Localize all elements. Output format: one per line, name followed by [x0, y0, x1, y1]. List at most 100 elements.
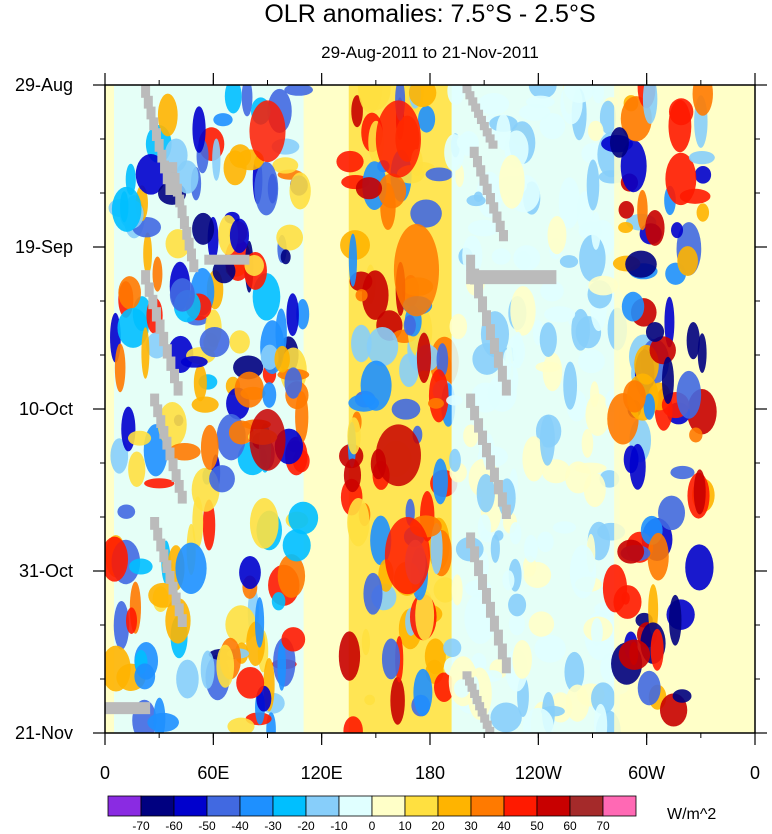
- anomaly-blob: [692, 85, 713, 116]
- missing-data-cell: [497, 365, 507, 382]
- missing-data-cell: [485, 134, 495, 143]
- colorbar-tick-label: 10: [398, 819, 412, 833]
- anomaly-blob: [277, 554, 306, 598]
- y-tick-label: 31-Oct: [19, 561, 73, 581]
- colorbar-tick-label: 30: [464, 819, 478, 833]
- anomaly-blob: [277, 640, 286, 691]
- missing-data-cell: [173, 381, 183, 396]
- missing-data-cell: [159, 331, 169, 347]
- missing-data-cell: [482, 128, 492, 137]
- anomaly-blob: [262, 382, 277, 408]
- anomaly-blob: [643, 393, 655, 420]
- missing-data-cell: [141, 85, 151, 98]
- missing-data-cell: [162, 344, 172, 359]
- missing-data-cell: [149, 117, 159, 131]
- anomaly-blob: [175, 542, 207, 594]
- anomaly-blob: [418, 105, 436, 133]
- missing-data-cell: [488, 140, 498, 149]
- missing-data-cell: [479, 174, 489, 186]
- anomaly-blob: [498, 154, 525, 209]
- anomaly-blob: [355, 289, 368, 302]
- anomaly-blob: [547, 216, 567, 255]
- y-tick-label: 10-Oct: [19, 399, 73, 419]
- anomaly-blob: [477, 93, 510, 115]
- missing-data-cell: [462, 85, 472, 94]
- anomaly-blob: [378, 173, 407, 209]
- missing-data-cell: [501, 504, 511, 519]
- anomaly-blob: [202, 499, 216, 551]
- anomaly-blob: [272, 157, 299, 174]
- anomaly-blob: [199, 326, 230, 358]
- anomaly-blob: [574, 462, 607, 474]
- anomaly-blob: [433, 577, 457, 603]
- anomaly-blob: [558, 177, 581, 229]
- anomaly-blob: [621, 591, 630, 605]
- missing-data-cell: [474, 418, 484, 433]
- anomaly-blob: [581, 428, 594, 458]
- anomaly-blob: [213, 113, 233, 127]
- missing-data-cell: [485, 601, 495, 618]
- anomaly-blob: [697, 333, 707, 373]
- anomaly-blob: [135, 153, 167, 195]
- anomaly-blob: [224, 85, 242, 114]
- colorbar-swatch: [239, 795, 274, 817]
- anomaly-blob: [528, 611, 555, 637]
- missing-data-cell: [184, 237, 194, 251]
- colorbar-swatch: [503, 795, 538, 817]
- missing-data-cell: [156, 415, 166, 428]
- x-tick-label: 120E: [301, 763, 343, 783]
- missing-data-cell: [489, 202, 499, 214]
- anomaly-blob: [609, 127, 629, 158]
- colorbar-tick-label: -70: [132, 819, 150, 833]
- missing-data-cell: [174, 603, 184, 617]
- anomaly-blob: [229, 330, 250, 354]
- anomaly-blob: [424, 638, 446, 675]
- missing-data-cell: [493, 479, 503, 495]
- anomaly-blob: [212, 258, 236, 284]
- missing-data-cell: [470, 689, 480, 698]
- anomaly-blob: [126, 607, 138, 634]
- anomaly-blob: [271, 592, 286, 611]
- anomaly-blob: [447, 85, 465, 105]
- missing-data-cell: [489, 338, 499, 354]
- anomaly-blob: [602, 564, 628, 613]
- anomaly-blob: [535, 361, 561, 373]
- anomaly-blob: [688, 150, 715, 165]
- anomaly-blob: [443, 638, 462, 658]
- missing-data-cell: [177, 205, 187, 219]
- anomaly-blob: [585, 393, 610, 437]
- anomaly-blob: [541, 459, 571, 484]
- anomaly-blob: [490, 534, 500, 563]
- dry-anomaly-core: [249, 100, 286, 163]
- anomaly-blob: [512, 639, 532, 679]
- missing-data-cell: [495, 220, 505, 233]
- missing-data-cell: [105, 702, 151, 715]
- missing-data-cell: [474, 282, 484, 299]
- anomaly-blob: [539, 113, 566, 140]
- chart-title: OLR anomalies: 7.5°S - 2.5°S: [264, 0, 595, 28]
- anomaly-blob: [473, 191, 483, 202]
- dry-anomaly-core: [384, 517, 430, 595]
- anomaly-blob: [522, 436, 546, 482]
- anomaly-blob: [490, 702, 522, 733]
- anomaly-blob: [295, 391, 309, 443]
- missing-data-cell: [159, 425, 169, 439]
- anomaly-blob: [416, 332, 432, 384]
- anomaly-blob: [364, 694, 376, 706]
- missing-data-cell: [474, 109, 484, 118]
- anomaly-blob: [586, 159, 600, 211]
- missing-data-cell: [466, 270, 557, 285]
- missing-data-cell: [476, 115, 486, 125]
- anomaly-blob: [534, 634, 566, 663]
- anomaly-blob: [593, 703, 608, 733]
- anomaly-blob: [650, 628, 664, 671]
- missing-data-cell: [482, 442, 491, 458]
- anomaly-blob: [686, 321, 700, 360]
- anomaly-blob: [176, 659, 199, 699]
- missing-data-cell: [177, 490, 187, 504]
- missing-data-cell: [157, 149, 167, 163]
- anomaly-blob: [528, 85, 557, 99]
- anomaly-blob: [234, 371, 264, 408]
- anomaly-blob: [428, 398, 444, 409]
